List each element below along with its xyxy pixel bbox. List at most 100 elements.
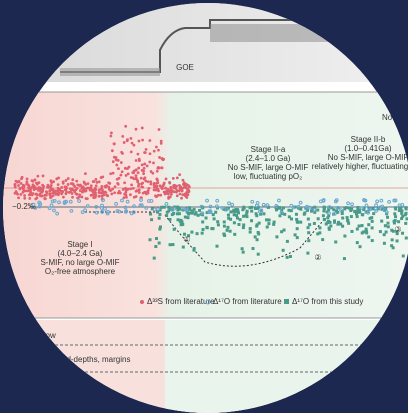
point bbox=[179, 223, 183, 227]
point bbox=[78, 193, 82, 197]
point bbox=[134, 168, 138, 172]
point bbox=[302, 212, 306, 216]
point bbox=[124, 209, 129, 214]
point bbox=[67, 191, 71, 194]
point bbox=[255, 238, 259, 242]
point bbox=[230, 202, 235, 207]
point bbox=[50, 199, 55, 204]
point bbox=[404, 206, 408, 210]
point bbox=[306, 208, 310, 212]
label: GOE bbox=[176, 63, 194, 72]
point bbox=[397, 208, 401, 212]
point bbox=[228, 229, 232, 233]
point bbox=[165, 214, 169, 218]
point bbox=[295, 220, 299, 224]
point bbox=[83, 208, 87, 213]
point bbox=[54, 189, 57, 193]
point bbox=[176, 218, 180, 222]
point bbox=[31, 202, 36, 207]
point bbox=[329, 224, 333, 228]
point bbox=[61, 181, 65, 185]
point bbox=[174, 186, 177, 190]
point bbox=[293, 205, 297, 209]
point bbox=[330, 206, 334, 210]
point bbox=[171, 176, 175, 180]
point bbox=[163, 192, 167, 196]
point bbox=[149, 170, 153, 173]
marker: ③ bbox=[394, 225, 401, 234]
point bbox=[137, 139, 141, 143]
point bbox=[373, 206, 378, 211]
point bbox=[194, 211, 198, 215]
point bbox=[375, 199, 380, 204]
point bbox=[325, 210, 329, 214]
point bbox=[241, 250, 245, 254]
point bbox=[265, 218, 269, 222]
point bbox=[144, 148, 148, 151]
point bbox=[307, 231, 311, 235]
point bbox=[362, 230, 366, 234]
point bbox=[161, 184, 165, 188]
point bbox=[168, 207, 172, 211]
point bbox=[30, 179, 34, 183]
point bbox=[13, 185, 17, 189]
point bbox=[274, 208, 278, 212]
point bbox=[364, 210, 368, 214]
point bbox=[340, 211, 344, 215]
point bbox=[134, 174, 138, 178]
point bbox=[112, 142, 116, 146]
point bbox=[142, 166, 146, 170]
point bbox=[234, 213, 238, 217]
point bbox=[200, 231, 204, 235]
point bbox=[187, 212, 191, 216]
point bbox=[113, 185, 117, 189]
point bbox=[237, 222, 241, 226]
point bbox=[35, 196, 39, 200]
point bbox=[322, 206, 326, 210]
point bbox=[60, 186, 64, 189]
point bbox=[403, 213, 407, 217]
point bbox=[144, 179, 148, 183]
point bbox=[327, 211, 331, 215]
point bbox=[143, 190, 147, 194]
point bbox=[355, 227, 359, 231]
point bbox=[57, 187, 61, 191]
point bbox=[160, 166, 164, 170]
point bbox=[172, 184, 176, 187]
point bbox=[131, 210, 136, 215]
point bbox=[282, 206, 286, 210]
point bbox=[339, 222, 343, 226]
point bbox=[25, 177, 29, 181]
point bbox=[371, 207, 375, 211]
point bbox=[267, 222, 271, 226]
point bbox=[354, 212, 358, 216]
point bbox=[350, 202, 354, 207]
point bbox=[103, 206, 107, 211]
point bbox=[379, 198, 384, 203]
point bbox=[168, 180, 171, 184]
point bbox=[280, 230, 284, 234]
legend-entry: Δ¹⁷O from this study bbox=[292, 297, 363, 306]
point bbox=[356, 205, 360, 209]
point bbox=[94, 188, 98, 192]
point bbox=[185, 182, 188, 186]
point bbox=[73, 185, 77, 188]
point bbox=[62, 195, 65, 199]
point bbox=[341, 224, 345, 228]
point bbox=[232, 208, 236, 212]
point bbox=[158, 208, 162, 212]
point bbox=[106, 194, 110, 198]
point bbox=[132, 143, 136, 147]
point bbox=[130, 141, 134, 145]
stage-text: O₂-free atmosphere bbox=[45, 267, 116, 276]
point bbox=[164, 186, 167, 190]
point bbox=[186, 216, 190, 220]
point bbox=[404, 211, 408, 215]
point bbox=[327, 208, 331, 212]
point bbox=[370, 219, 374, 223]
point bbox=[172, 227, 176, 231]
point bbox=[154, 188, 158, 192]
point bbox=[365, 231, 369, 235]
point bbox=[205, 225, 209, 229]
